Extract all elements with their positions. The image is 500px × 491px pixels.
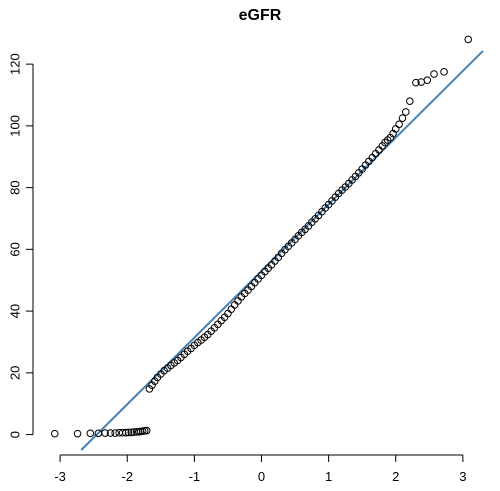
data-point <box>101 429 109 437</box>
data-point <box>430 70 438 78</box>
data-point <box>86 429 95 438</box>
data-point <box>127 428 136 437</box>
x-tick-label: 1 <box>325 469 332 484</box>
data-point <box>132 427 141 436</box>
y-tick-label: 120 <box>8 53 23 75</box>
y-tick-label: 0 <box>8 431 23 438</box>
data-point <box>73 429 82 438</box>
x-tick-label: -1 <box>189 469 201 484</box>
x-axis: -3 -2 -1 0 1 2 3 <box>54 454 466 484</box>
data-point <box>111 429 119 437</box>
x-tick-label: -2 <box>121 469 133 484</box>
x-tick-label: -3 <box>54 469 66 484</box>
data-point <box>406 97 414 105</box>
y-tick-label: 60 <box>8 242 23 256</box>
data-point <box>464 35 473 44</box>
data-point <box>381 138 389 147</box>
data-point <box>142 426 151 435</box>
data-point <box>412 78 420 87</box>
data-point <box>398 114 407 122</box>
data-point <box>122 428 130 437</box>
data-point <box>124 428 133 437</box>
data-point <box>440 68 448 76</box>
data-point <box>106 429 115 437</box>
data-points <box>50 35 473 438</box>
x-tick-label: 2 <box>392 469 399 484</box>
data-point <box>386 133 395 142</box>
data-point <box>402 108 410 116</box>
data-point <box>118 428 127 437</box>
y-tick-label: 40 <box>8 304 23 318</box>
y-axis: 0 20 40 60 80 100 120 <box>8 53 34 438</box>
data-point <box>227 305 236 314</box>
x-tick-label: 0 <box>258 469 265 484</box>
chart-title: eGFR <box>239 7 282 24</box>
data-point <box>383 136 392 144</box>
data-point <box>50 429 59 438</box>
y-tick-label: 80 <box>8 180 23 194</box>
data-point <box>395 120 403 129</box>
y-tick-label: 100 <box>8 115 23 137</box>
x-tick-label: 3 <box>459 469 466 484</box>
data-point <box>148 381 156 389</box>
y-tick-label: 20 <box>8 366 23 380</box>
data-point <box>423 76 432 84</box>
plot-frame <box>39 23 484 451</box>
